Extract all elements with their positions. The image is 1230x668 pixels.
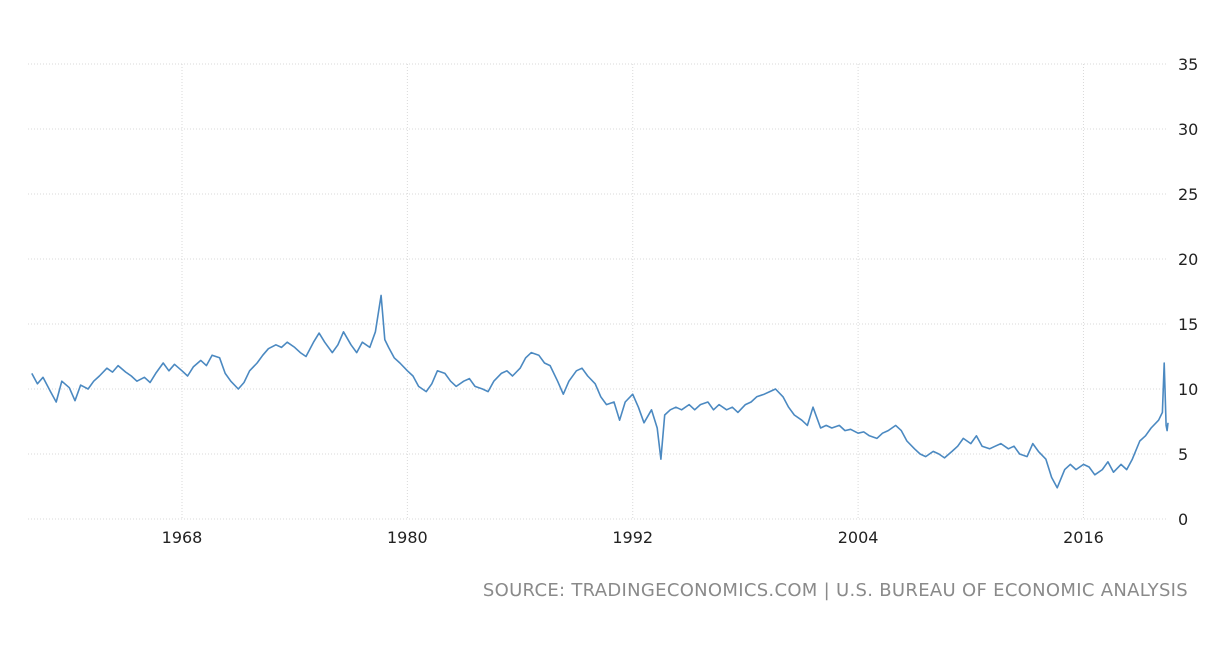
x-tick-label: 1992 — [612, 528, 653, 547]
x-tick-label: 1968 — [162, 528, 203, 547]
x-tick-label: 2016 — [1063, 528, 1104, 547]
plot-area — [28, 64, 1168, 519]
series-line — [31, 294, 1169, 489]
y-tick-label: 25 — [1178, 185, 1198, 204]
y-tick-label: 20 — [1178, 250, 1198, 269]
y-tick-label: 15 — [1178, 315, 1198, 334]
y-tick-label: 10 — [1178, 380, 1198, 399]
x-tick-label: 2004 — [838, 528, 879, 547]
y-tick-label: 35 — [1178, 55, 1198, 74]
source-credit: SOURCE: TRADINGECONOMICS.COM | U.S. BURE… — [482, 580, 1188, 601]
y-tick-label: 30 — [1178, 120, 1198, 139]
y-tick-label: 0 — [1178, 510, 1188, 529]
x-tick-label: 1980 — [387, 528, 428, 547]
y-tick-label: 5 — [1178, 445, 1188, 464]
